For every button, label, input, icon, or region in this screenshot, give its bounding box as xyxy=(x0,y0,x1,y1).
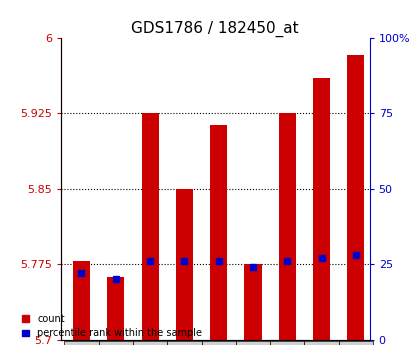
Bar xyxy=(244,264,262,340)
Bar xyxy=(313,78,330,340)
Legend: count, percentile rank within the sample: count, percentile rank within the sample xyxy=(22,314,202,338)
Bar xyxy=(176,189,193,340)
Bar xyxy=(347,55,365,340)
Bar xyxy=(279,114,296,340)
Title: GDS1786 / 182450_at: GDS1786 / 182450_at xyxy=(131,20,299,37)
Bar xyxy=(107,277,124,340)
Bar xyxy=(210,126,227,340)
Bar xyxy=(73,262,90,340)
Bar xyxy=(142,114,159,340)
